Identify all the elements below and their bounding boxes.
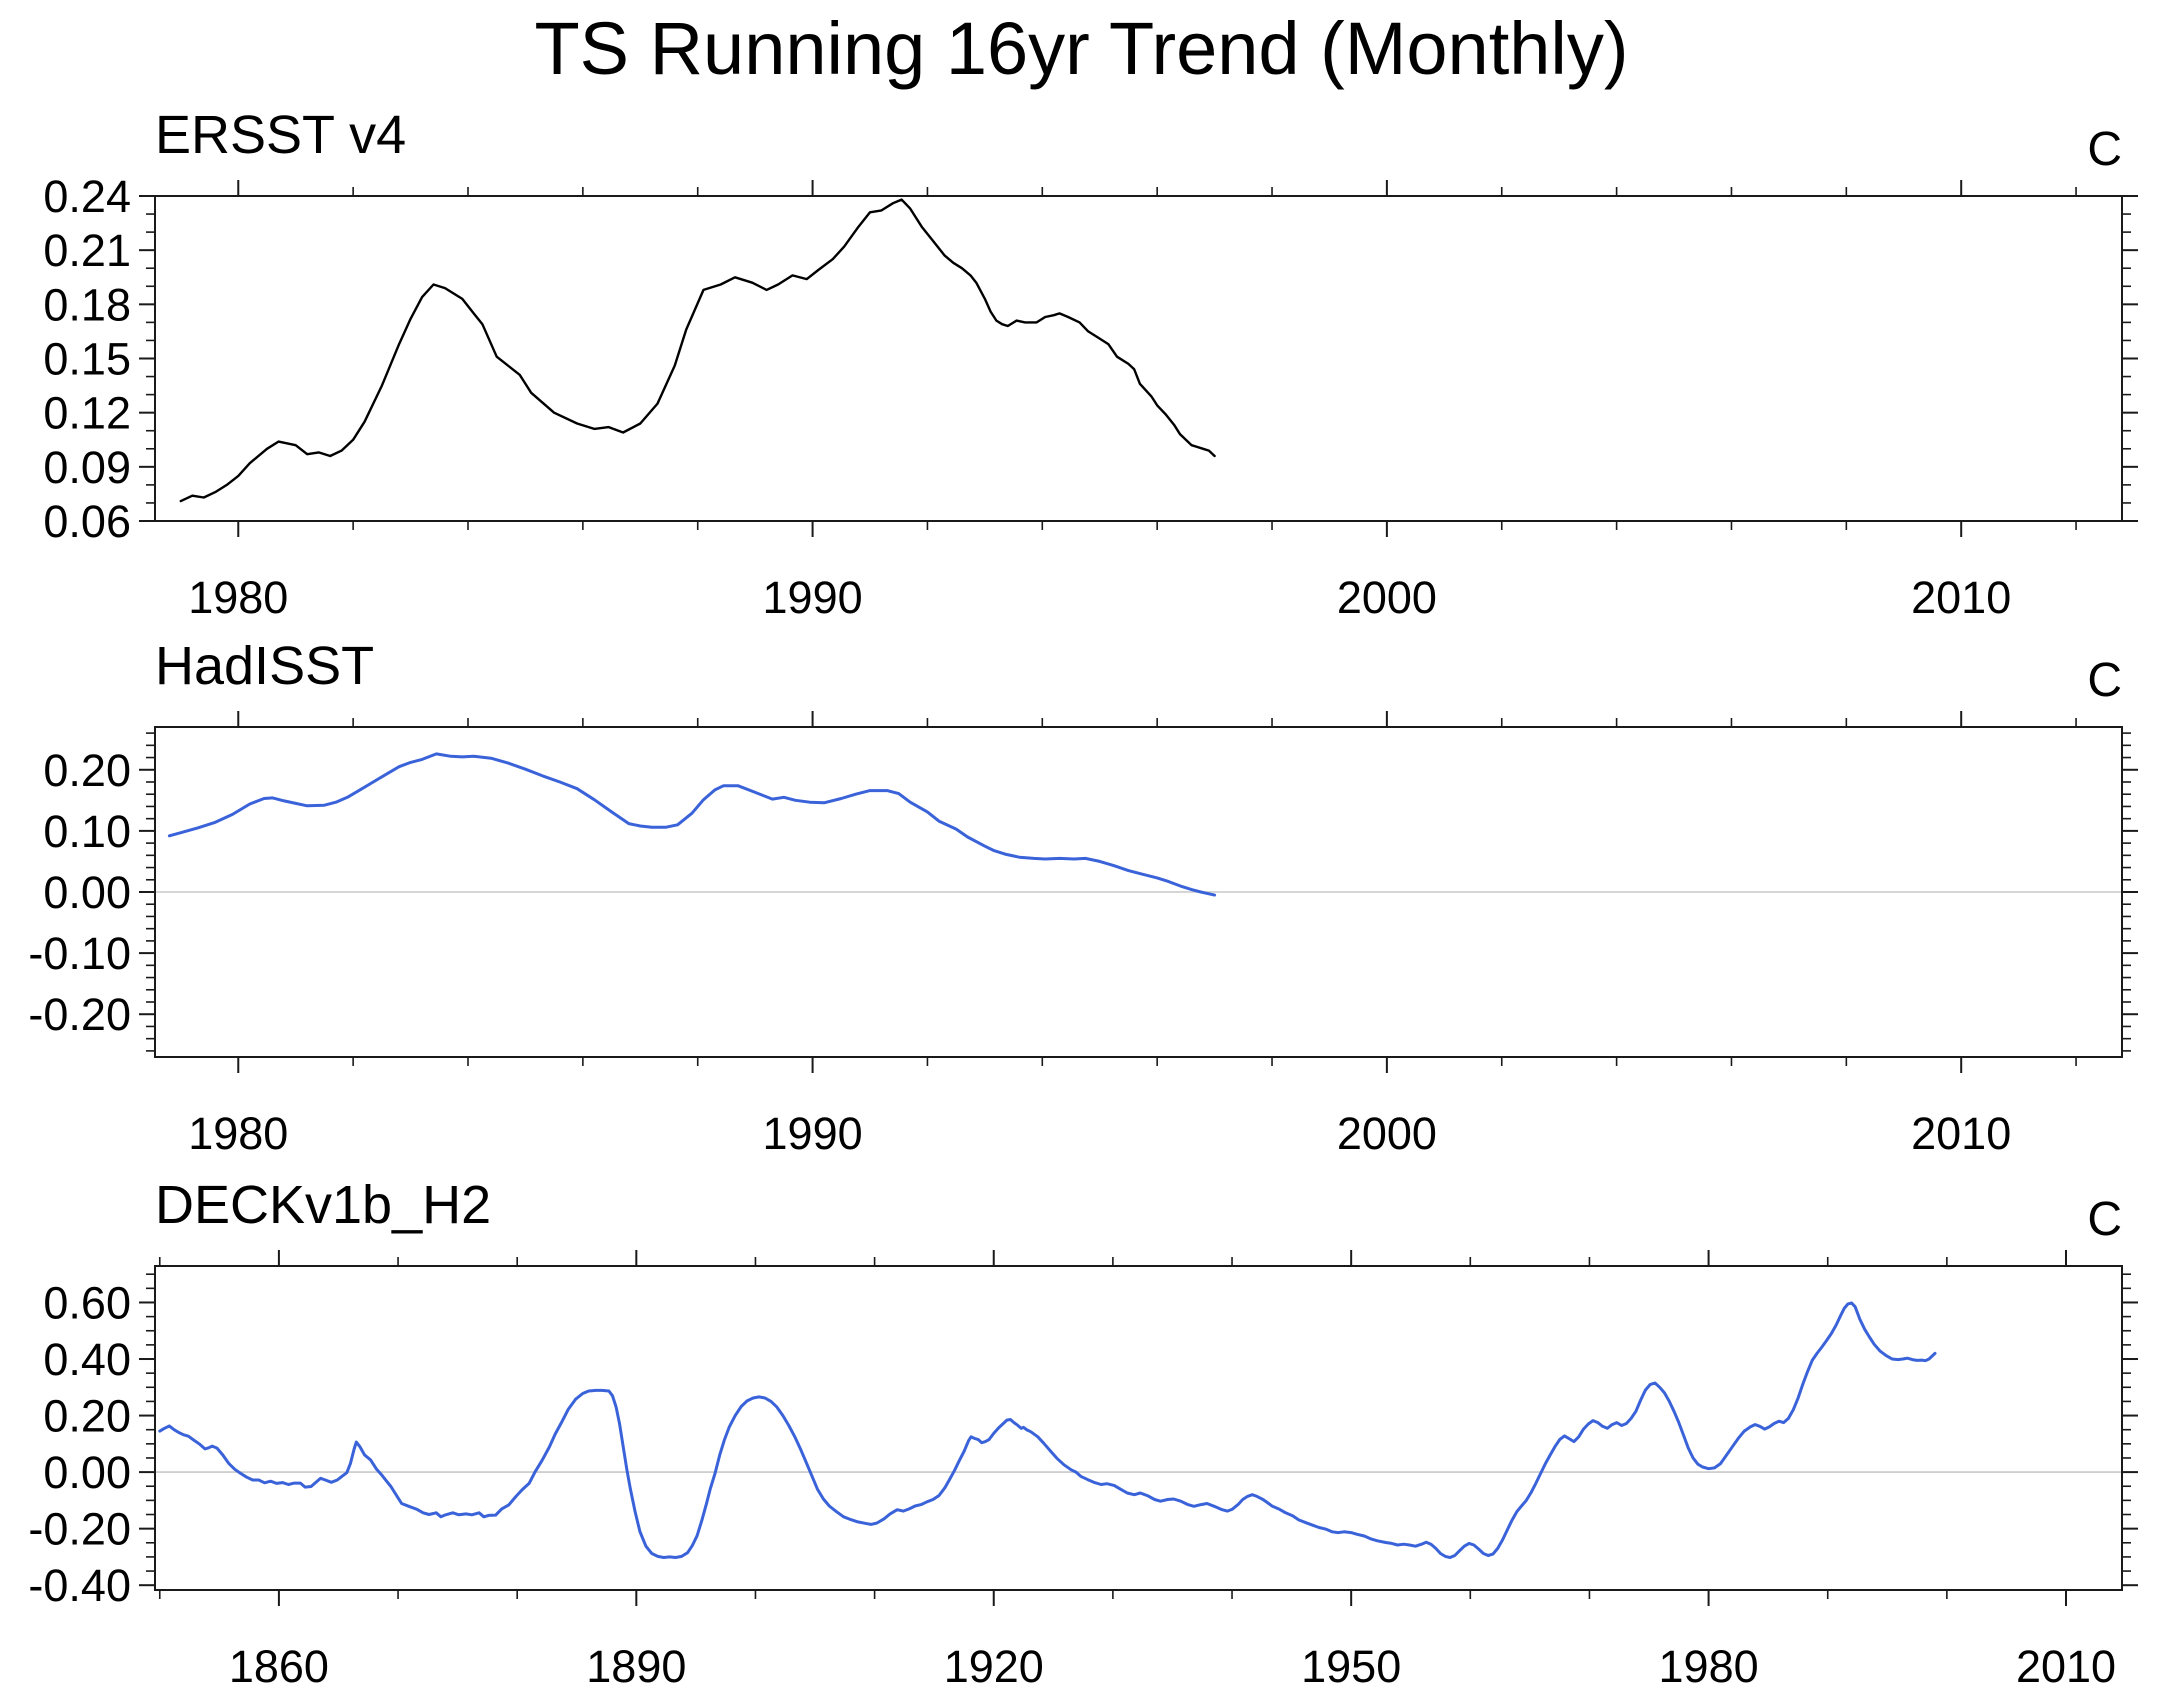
x-tick-label: 1890 [586,1641,686,1692]
y-tick-label: -0.20 [28,1504,131,1555]
y-tick-label: 0.12 [43,388,131,439]
y-tick-label: -0.40 [28,1560,131,1611]
unit-label-ersst: C [2087,123,2122,176]
x-tick-label: 1920 [944,1641,1044,1692]
panel-title-deckv1b: DECKv1b_H2 [155,1175,492,1235]
x-tick-label: 1980 [188,1108,288,1159]
plot-frame [154,1265,2123,1591]
y-tick-label: -0.10 [28,928,131,979]
unit-label-hadisst: C [2087,654,2122,707]
y-tick-label: 0.20 [43,1391,131,1442]
x-tick-label: 2000 [1337,572,1437,623]
y-tick-label: 0.20 [43,745,131,796]
unit-label-deckv1b: C [2087,1193,2122,1246]
x-tick-label: 1860 [229,1641,329,1692]
x-tick-label: 1980 [188,572,288,623]
y-tick-label: 0.18 [43,279,131,330]
y-tick-label: 0.21 [43,225,131,276]
x-tick-label: 1990 [763,572,863,623]
data-series-line [167,752,1217,897]
x-tick-label: 2010 [1911,572,2011,623]
x-tick-label: 1980 [1659,1641,1759,1692]
y-tick-label: 0.40 [43,1334,131,1385]
main-title: TS Running 16yr Trend (Monthly) [534,7,1629,90]
data-series-line [179,198,1216,503]
y-tick-label: 0.00 [43,1447,131,1498]
x-tick-label: 2010 [1911,1108,2011,1159]
x-tick-label: 2010 [2016,1641,2116,1692]
y-tick-label: 0.15 [43,334,131,385]
panel-title-ersst: ERSST v4 [155,105,407,165]
y-tick-label: 0.06 [43,496,131,547]
x-tick-label: 1990 [763,1108,863,1159]
data-series-line [158,1301,1937,1559]
y-tick-label: 0.10 [43,806,131,857]
y-tick-label: 0.24 [43,171,131,222]
panel-title-hadisst: HadISST [155,636,375,696]
y-tick-label: 0.00 [43,867,131,918]
y-tick-label: -0.20 [28,989,131,1040]
y-tick-label: 0.09 [43,442,131,493]
x-tick-label: 1950 [1301,1641,1401,1692]
y-tick-label: 0.60 [43,1277,131,1328]
x-tick-label: 2000 [1337,1108,1437,1159]
